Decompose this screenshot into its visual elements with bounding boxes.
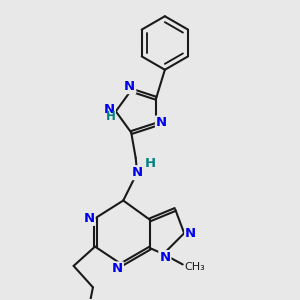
Text: N: N [124, 80, 135, 93]
Text: N: N [156, 116, 167, 130]
Text: N: N [132, 166, 143, 179]
Text: N: N [185, 227, 196, 240]
Text: H: H [106, 110, 116, 123]
Text: N: N [104, 103, 115, 116]
Text: H: H [145, 157, 156, 170]
Text: N: N [112, 262, 123, 275]
Text: CH₃: CH₃ [185, 262, 206, 272]
Text: N: N [83, 212, 94, 225]
Text: N: N [159, 251, 170, 264]
